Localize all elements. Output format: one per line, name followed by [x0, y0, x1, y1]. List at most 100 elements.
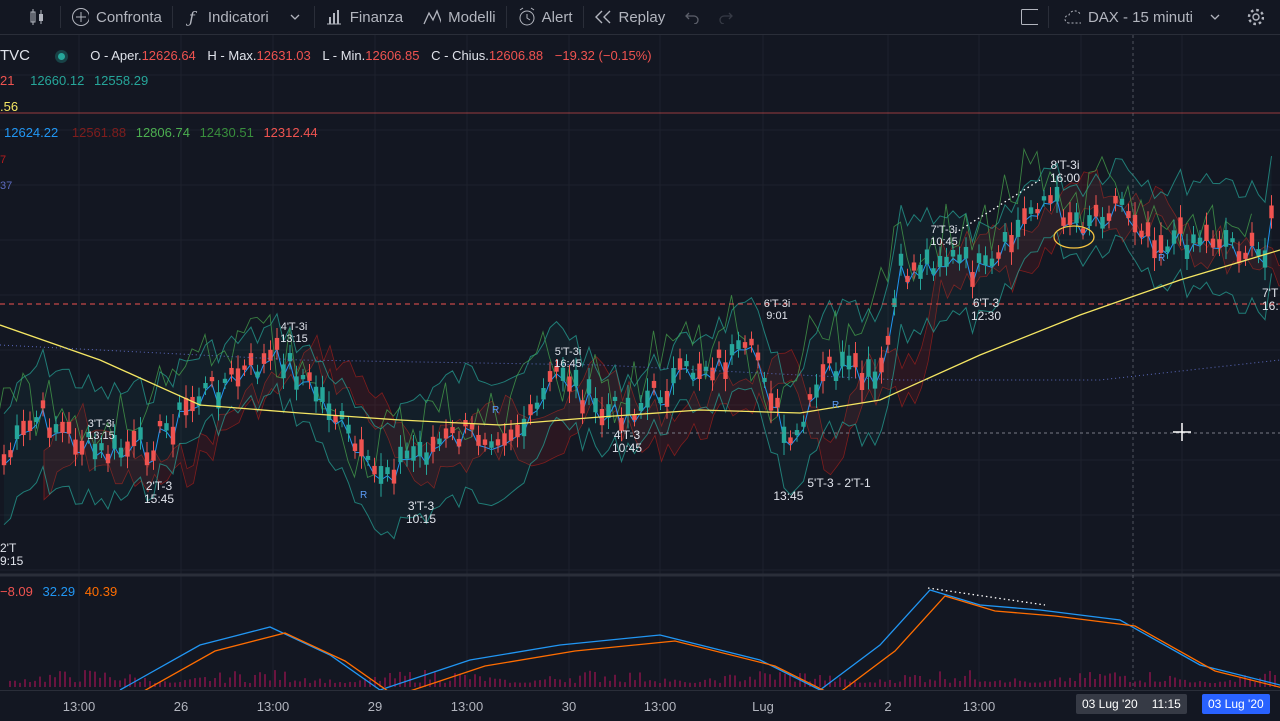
redo-button[interactable]: [709, 0, 743, 34]
candle-body: [541, 388, 546, 400]
candle-body: [1048, 195, 1053, 204]
indicator-legend-3[interactable]: 12624.22 12561.88 12806.74 12430.51 1231…: [4, 125, 324, 140]
candle-body: [716, 349, 722, 358]
layout-button[interactable]: DAX - 15 minuti: [1049, 0, 1234, 34]
time-text: 11:15: [1151, 697, 1181, 711]
candle-body: [788, 437, 793, 444]
annotation-line: 6'T-3: [972, 296, 1000, 310]
candle-body: [1009, 235, 1014, 253]
close-value: 12606.88: [488, 48, 544, 63]
indicators-button[interactable]: ƒ Indicatori: [173, 0, 314, 34]
wave-annotation[interactable]: 8'T-3i 16:00: [1050, 159, 1080, 185]
candle-body: [911, 262, 917, 271]
chart-type-button[interactable]: [0, 0, 60, 34]
time-tick: 13:00: [450, 699, 484, 714]
open-value: 12626.64: [141, 48, 196, 63]
candle-body: [27, 420, 33, 431]
toolbar-divider: [505, 6, 507, 28]
candle-body: [794, 430, 800, 436]
indicator-legend-2[interactable]: .56: [0, 99, 24, 114]
undo-button[interactable]: [675, 0, 709, 34]
replay-label: Replay: [618, 8, 666, 26]
wave-annotation[interactable]: 2'T-3 15:45: [144, 480, 174, 506]
candle-body: [508, 429, 514, 441]
candle-body: [1191, 234, 1196, 244]
candle-body: [723, 362, 728, 379]
candle-body: [92, 444, 98, 460]
candle-body: [1041, 196, 1047, 201]
replay-button[interactable]: Replay: [584, 0, 676, 34]
candle-body: [60, 421, 65, 433]
candlesticks: [1, 175, 1274, 497]
toolbar-divider: [171, 6, 173, 28]
candle-body: [40, 400, 46, 409]
indicator-value: 12312.44: [263, 125, 318, 140]
settings-button[interactable]: [1234, 0, 1280, 34]
wave-annotation[interactable]: 4'T-3 10:45: [612, 429, 642, 455]
fullscreen-button[interactable]: [1010, 0, 1048, 34]
candle-body: [235, 368, 241, 387]
wave-annotation[interactable]: 2'T 9:15: [0, 542, 23, 568]
candle-body: [781, 426, 787, 443]
candle-body: [307, 372, 312, 381]
indicator-legend-1[interactable]: 21 12660.12 12558.29: [0, 73, 154, 88]
wave-annotation[interactable]: 6'T-3 12:30: [971, 297, 1001, 323]
time-axis[interactable]: 13:00 26 13:00 29 13:00 30 13:00 Lug 2 1…: [0, 690, 1280, 721]
wave-annotation[interactable]: 5'T-3i 16:45: [554, 346, 582, 370]
indicator-legend-5[interactable]: 37: [0, 177, 18, 192]
candle-body: [632, 415, 637, 420]
highlight-ellipse: [1053, 225, 1095, 249]
candle-body: [482, 439, 488, 445]
upper-band: [3, 156, 1272, 430]
candle-body: [885, 335, 891, 345]
templates-button[interactable]: Modelli: [413, 0, 506, 34]
candle-body: [209, 377, 215, 382]
annotation-line: 6'T-3i: [763, 298, 791, 310]
annotation-line: 8'T-3i: [1050, 158, 1080, 172]
candle-body: [742, 342, 748, 348]
annotation-time: 10:45: [930, 236, 958, 248]
lagging-span: [0, 147, 1252, 479]
annotation-line: 2'T: [0, 541, 17, 555]
candle-body: [749, 338, 754, 346]
candle-body: [976, 253, 982, 263]
price-chart[interactable]: [0, 35, 1280, 690]
wave-annotation[interactable]: 7'T-3i 10:45: [930, 224, 958, 248]
candle-body: [814, 384, 819, 398]
candle-body: [1061, 217, 1066, 226]
candle-body: [1152, 240, 1157, 259]
candle-body: [47, 427, 52, 438]
wave-annotation[interactable]: 7'T 16:: [1262, 287, 1279, 313]
candle-body: [138, 427, 143, 440]
candle-body: [1087, 215, 1092, 227]
wave-annotation[interactable]: 5'T-3 - 2'T-1 13:45: [773, 477, 870, 503]
wave-annotation[interactable]: 4'T-3i 13:15: [280, 321, 308, 345]
symbol-code[interactable]: TVC: [0, 47, 30, 64]
signal-line: [144, 595, 1280, 690]
macd-legend[interactable]: −8.09 32.29 40.39: [0, 584, 117, 599]
low-value: 12606.85: [365, 48, 420, 63]
time-tick: 29: [367, 699, 383, 714]
candle-body: [476, 434, 481, 446]
wave-annotation[interactable]: 3'T-3i 13:15: [87, 418, 115, 442]
candle-body: [359, 439, 364, 457]
candle-body: [300, 375, 306, 380]
candle-body: [892, 298, 897, 308]
toolbar-divider: [60, 6, 61, 28]
chevron-down-icon[interactable]: [286, 8, 304, 26]
compare-button[interactable]: Confronta: [61, 0, 172, 34]
candle-body: [944, 256, 949, 267]
candle-body: [502, 433, 507, 446]
r-marker: R: [1158, 253, 1166, 264]
candle-body: [1100, 216, 1105, 229]
alert-button[interactable]: Alert: [507, 0, 583, 34]
financials-button[interactable]: Finanza: [315, 0, 413, 34]
chevron-down-icon[interactable]: [1206, 8, 1224, 26]
wave-annotation[interactable]: 3'T-3 10:15: [406, 500, 436, 526]
indicator-legend-4[interactable]: 7: [0, 151, 12, 166]
candle-body: [391, 469, 397, 484]
candle-body: [216, 392, 221, 409]
candle-body: [1093, 204, 1099, 217]
candle-body: [1197, 237, 1203, 245]
wave-annotation[interactable]: 6'T-3i 9:01: [764, 298, 791, 322]
